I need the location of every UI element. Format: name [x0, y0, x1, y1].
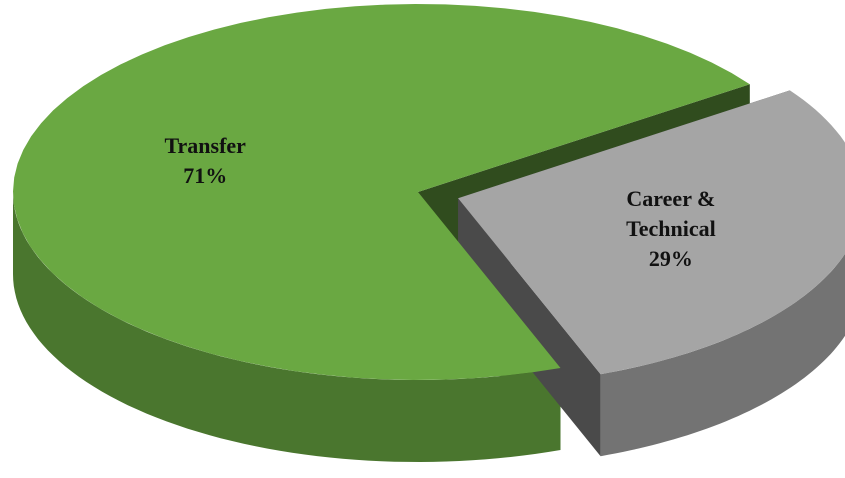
- category-label: Career & Technical: [626, 185, 716, 241]
- slice: [13, 4, 750, 380]
- slice-side: [600, 253, 845, 457]
- slice-side: [13, 192, 561, 462]
- slice: [458, 90, 845, 375]
- value-label: 71%: [183, 163, 228, 189]
- category-label: Transfer: [164, 133, 246, 159]
- value-label: 29%: [648, 245, 693, 271]
- slice-cut-face: [458, 198, 601, 457]
- slice-label: Transfer 71%: [125, 131, 285, 191]
- slice-label: Career & Technical 29%: [601, 184, 741, 274]
